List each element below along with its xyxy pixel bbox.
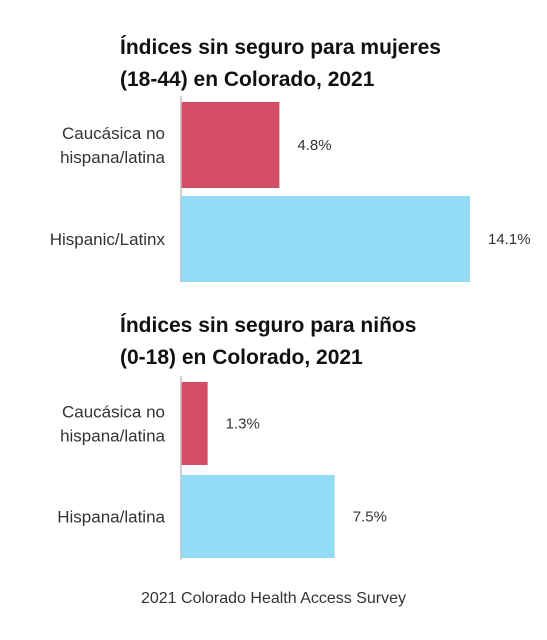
category-label: Caucásica no (62, 403, 165, 422)
data-label: 14.1% (488, 231, 531, 248)
chart-1-title: Índices sin seguro para mujeres (18-44) … (120, 36, 441, 91)
category-label: hispana/latina (60, 148, 165, 167)
category-label: Caucásica no (62, 124, 165, 143)
bar (181, 475, 335, 558)
category-label: Hispana/latina (57, 508, 165, 527)
category-label: hispana/latina (60, 427, 165, 446)
bar (181, 196, 470, 282)
data-label: 7.5% (353, 509, 387, 526)
data-label: 1.3% (226, 416, 260, 433)
chart-2-title: Índices sin seguro para niños (0-18) en … (120, 314, 417, 369)
category-label: Hispanic/Latinx (50, 230, 166, 249)
source-note: 2021 Colorado Health Access Survey (140, 590, 407, 607)
bar (181, 102, 280, 188)
data-label: 4.8% (297, 137, 331, 154)
bar (181, 382, 208, 465)
